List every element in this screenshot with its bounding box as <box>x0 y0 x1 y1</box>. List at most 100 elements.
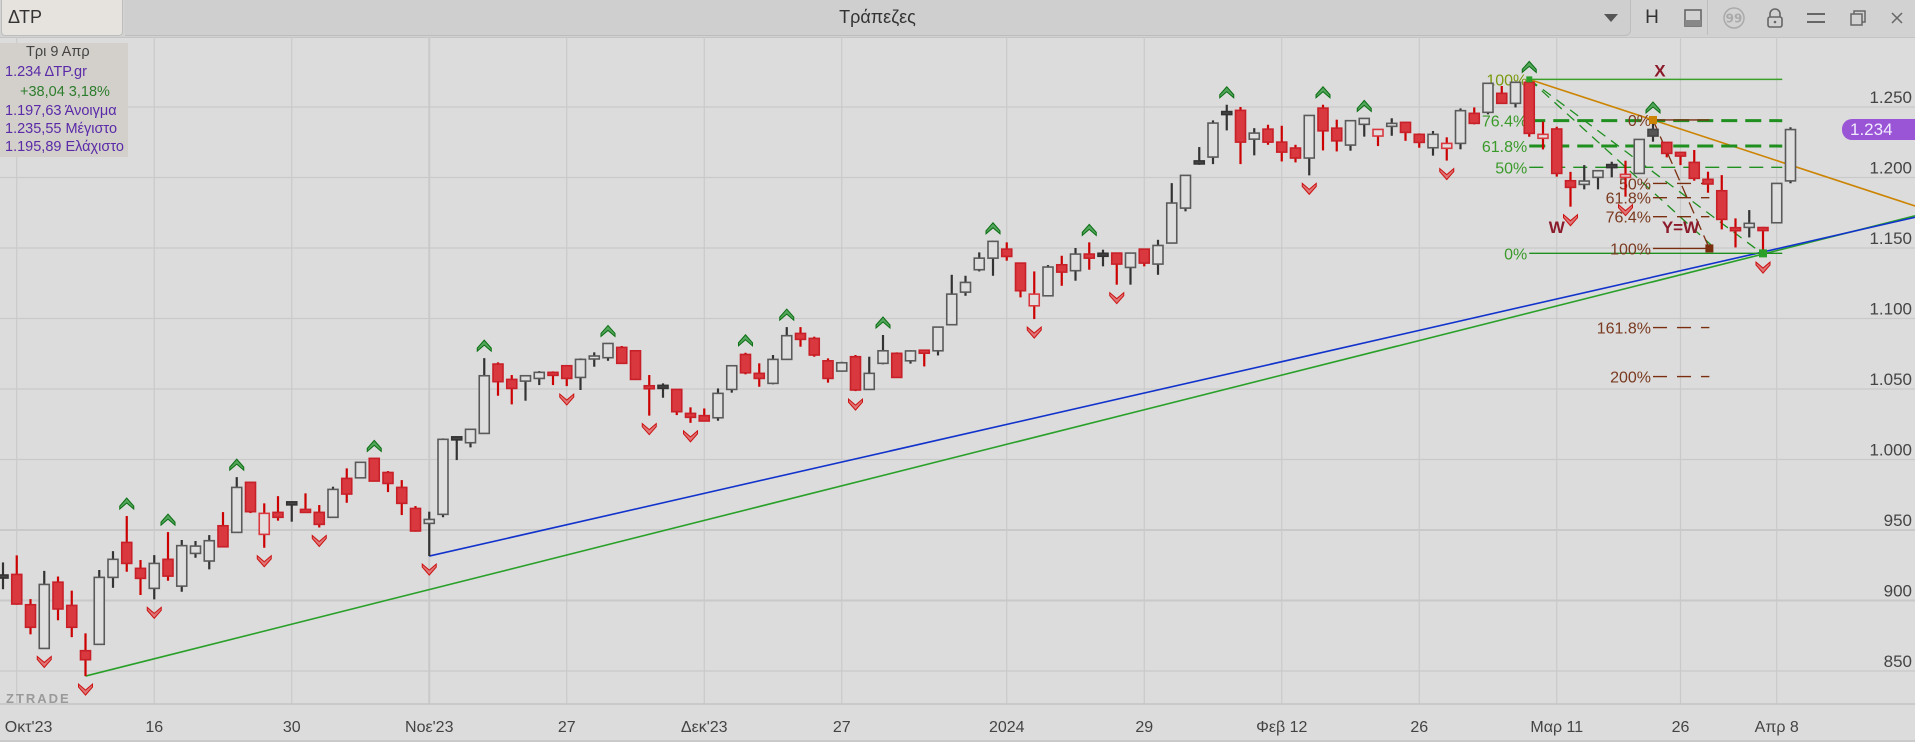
anchor-handle <box>1649 115 1657 124</box>
anchor-handle <box>1526 76 1533 83</box>
watermark-logo: ZTRADE <box>6 691 71 706</box>
candle-body-up <box>189 545 202 555</box>
candle-body-up <box>93 576 106 646</box>
candle-body-up <box>1372 128 1384 137</box>
signal-up-icon <box>1521 60 1537 74</box>
candle-body-down <box>560 364 573 380</box>
candle-body-up <box>1592 169 1604 179</box>
candle-body-up <box>1578 180 1591 186</box>
candle-body-down <box>1688 161 1701 180</box>
signal-down-icon <box>146 606 162 620</box>
candle-body-down <box>1289 147 1302 159</box>
candle-body-down <box>1495 92 1508 105</box>
candle-body-down <box>409 507 422 532</box>
green-trendline <box>85 215 1915 677</box>
symbol-tab[interactable]: ΔΤΡ <box>1 0 123 36</box>
candle-body-down <box>52 581 64 610</box>
divider <box>1707 0 1708 35</box>
x-tick-label: 30 <box>283 719 301 736</box>
signal-down-icon <box>1755 260 1771 274</box>
candle-body-down <box>1055 263 1068 273</box>
signal-down-icon <box>1109 291 1125 305</box>
candle-body-down <box>1138 248 1151 264</box>
candle-body-down <box>1083 253 1096 259</box>
candle-body-up <box>588 355 601 360</box>
candle-body-up <box>1482 82 1494 114</box>
signal-down-icon <box>641 422 657 436</box>
menu-icon[interactable] <box>1801 4 1831 32</box>
candle-body-up <box>1743 222 1756 229</box>
close-icon[interactable] <box>1882 4 1912 32</box>
candle-body-up <box>904 350 917 362</box>
fib-extension-label: 161.8% <box>1597 321 1651 338</box>
candle-body-up <box>203 539 216 562</box>
fib-extension-label: 200% <box>1610 370 1651 387</box>
signal-down-icon <box>1618 203 1633 217</box>
signal-down-icon <box>559 392 575 406</box>
candle-body-down <box>670 388 683 413</box>
candle-body-down <box>120 541 133 565</box>
candle-body-down <box>368 457 381 482</box>
candle-body-up <box>1152 244 1164 265</box>
signal-up-icon <box>476 339 492 353</box>
signal-up-icon <box>1219 85 1235 99</box>
h-icon[interactable]: H <box>1645 7 1659 28</box>
candle-body-down <box>1330 127 1343 142</box>
chevron-down-icon[interactable] <box>1596 4 1626 32</box>
x-tick-label: Οκτ'23 <box>5 719 53 736</box>
candle-body-down <box>217 524 229 548</box>
restore-icon[interactable] <box>1843 4 1873 32</box>
y-tick-label: 1.000 <box>1869 441 1912 460</box>
blue-trendline <box>429 216 1915 557</box>
signal-up-icon <box>779 308 795 322</box>
lock-icon[interactable] <box>1760 4 1790 32</box>
candle-body-down <box>547 371 559 377</box>
signal-down-icon <box>1563 213 1578 227</box>
candle-body-up <box>1427 133 1439 149</box>
svg-text:99: 99 <box>1726 12 1743 26</box>
signal-up-icon <box>366 439 382 453</box>
y-tick-label: 850 <box>1884 652 1912 671</box>
candle-body-up <box>1784 128 1797 182</box>
title-area: Τράπεζες <box>125 0 1708 36</box>
candle-body-down <box>382 471 394 485</box>
fib-level-label: 0% <box>1504 246 1527 263</box>
price-chart[interactable]: 850 900 950 1.000 1.050 1.100 1.150 1.200 1.250 Ο… <box>0 37 1915 742</box>
candle-body-down <box>753 372 766 380</box>
signal-down-icon <box>1301 182 1317 196</box>
candle-body-down <box>1014 262 1027 292</box>
candle-body-down <box>244 481 257 513</box>
candle-body-up <box>1385 122 1398 128</box>
candle-body-up <box>327 488 339 519</box>
candle-body-up <box>107 558 119 579</box>
fib-level-label: 61.8% <box>1482 139 1527 156</box>
x-tick-label: 27 <box>833 719 851 736</box>
window-title: Τράπεζες <box>839 7 916 27</box>
fib-extension-label: 50% <box>1619 176 1651 193</box>
candle-body-up <box>1440 142 1453 150</box>
info-date: Τρι 9 Απρ <box>26 44 90 60</box>
signal-up-icon <box>1081 223 1097 237</box>
x-tick-label: Απρ 8 <box>1755 719 1799 736</box>
candle-body-up <box>1770 182 1783 224</box>
candle-body-up <box>519 374 532 382</box>
candle-body-up <box>973 257 986 271</box>
fib-extension-label: 61.8% <box>1606 191 1651 208</box>
x-tick-label: Μαρ 11 <box>1530 719 1583 736</box>
x-tick-label: 27 <box>558 719 576 736</box>
candle-body-up <box>1179 174 1192 209</box>
anchor-handle <box>1705 244 1714 253</box>
candle-body-up <box>1124 252 1137 269</box>
panel-icon[interactable] <box>1678 4 1708 32</box>
candle-body-down <box>890 352 903 379</box>
fib-guide-line <box>1528 78 1764 255</box>
candle-body-down <box>134 567 147 580</box>
x-tick-label: Νοε'23 <box>405 719 454 736</box>
info-open: 1.197,63 Άνοιγμα <box>5 103 117 119</box>
candle-body-down <box>918 349 931 355</box>
candle-body-down <box>505 378 518 390</box>
y-tick-label: 900 <box>1884 582 1912 601</box>
candle-body-down <box>1523 81 1536 135</box>
candle-body-up <box>148 562 161 590</box>
quote-icon[interactable]: 99 <box>1719 4 1749 32</box>
